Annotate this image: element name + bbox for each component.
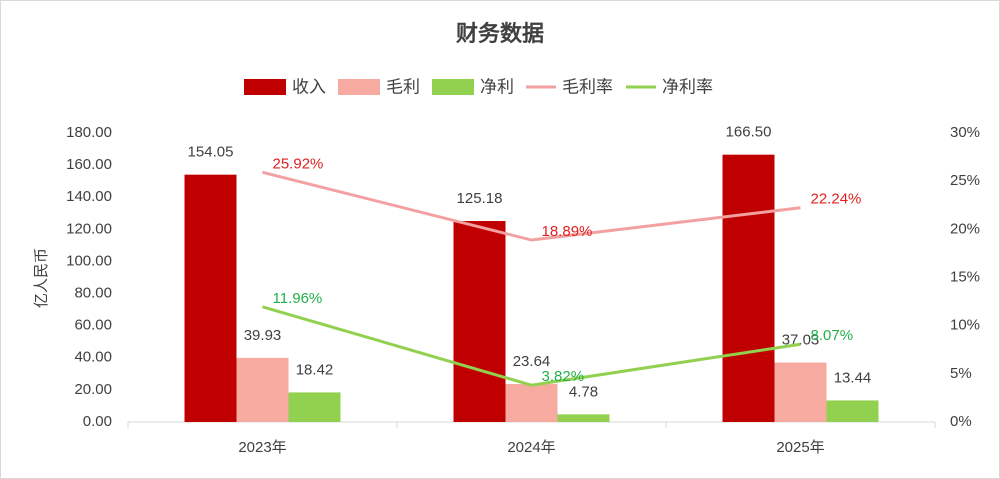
- bar-value-label: 166.50: [726, 124, 772, 141]
- y-tick-label: 0.00: [83, 413, 112, 430]
- bar: [826, 400, 879, 422]
- legend-label: 毛利率: [562, 77, 613, 96]
- chart-title: 财务数据: [456, 21, 544, 46]
- y-tick-label: 40.00: [74, 349, 112, 366]
- bar-value-label: 154.05: [188, 144, 234, 161]
- x-tick-label: 2025年: [776, 439, 824, 456]
- y2-tick-label: 5%: [950, 365, 972, 382]
- y-tick-label: 140.00: [66, 188, 112, 205]
- y-tick-label: 180.00: [66, 124, 112, 141]
- bar: [505, 384, 558, 422]
- y-axis-label: 亿人民币: [33, 248, 50, 308]
- bar-value-label: 23.64: [513, 353, 551, 370]
- legend-label: 毛利: [386, 77, 420, 96]
- y-tick-label: 100.00: [66, 252, 112, 269]
- y2-tick-label: 30%: [950, 124, 980, 141]
- bar-value-label: 39.93: [244, 327, 282, 344]
- bar-value-label: 125.18: [457, 190, 503, 207]
- legend-label: 净利: [480, 77, 514, 96]
- legend-swatch: [244, 79, 286, 95]
- y2-tick-label: 0%: [950, 413, 972, 430]
- line: [262, 170, 801, 242]
- line-value-label: 25.92%: [273, 155, 324, 172]
- bar-value-label: 18.42: [296, 361, 334, 378]
- y-tick-label: 60.00: [74, 317, 112, 334]
- legend-swatch: [338, 79, 380, 95]
- y-tick-label: 160.00: [66, 156, 112, 173]
- y-tick-label: 120.00: [66, 220, 112, 237]
- y2-tick-label: 25%: [950, 172, 980, 189]
- y2-tick-label: 15%: [950, 268, 980, 285]
- bar-value-label: 13.44: [834, 369, 872, 386]
- bar-value-label: 4.78: [569, 383, 598, 400]
- bar: [236, 357, 289, 422]
- line-value-label: 3.82%: [542, 368, 585, 385]
- legend-label: 净利率: [662, 77, 713, 96]
- bar: [722, 154, 775, 423]
- line-value-label: 11.96%: [273, 290, 323, 307]
- y-tick-label: 80.00: [74, 285, 112, 302]
- line-value-label: 22.24%: [811, 191, 862, 208]
- legend-swatch: [432, 79, 474, 95]
- x-tick-label: 2023年: [238, 439, 286, 456]
- line-value-label: 18.89%: [542, 223, 593, 240]
- y2-tick-label: 20%: [950, 220, 980, 237]
- bar: [184, 174, 237, 422]
- y-tick-label: 20.00: [74, 381, 112, 398]
- y2-tick-label: 10%: [950, 317, 980, 334]
- legend-label: 收入: [292, 77, 326, 96]
- x-tick-label: 2024年: [507, 439, 555, 456]
- line: [262, 305, 801, 387]
- bar: [557, 414, 610, 422]
- bar: [774, 362, 827, 422]
- bar: [453, 221, 506, 422]
- line-value-label: 8.07%: [811, 327, 854, 344]
- bar: [288, 392, 341, 422]
